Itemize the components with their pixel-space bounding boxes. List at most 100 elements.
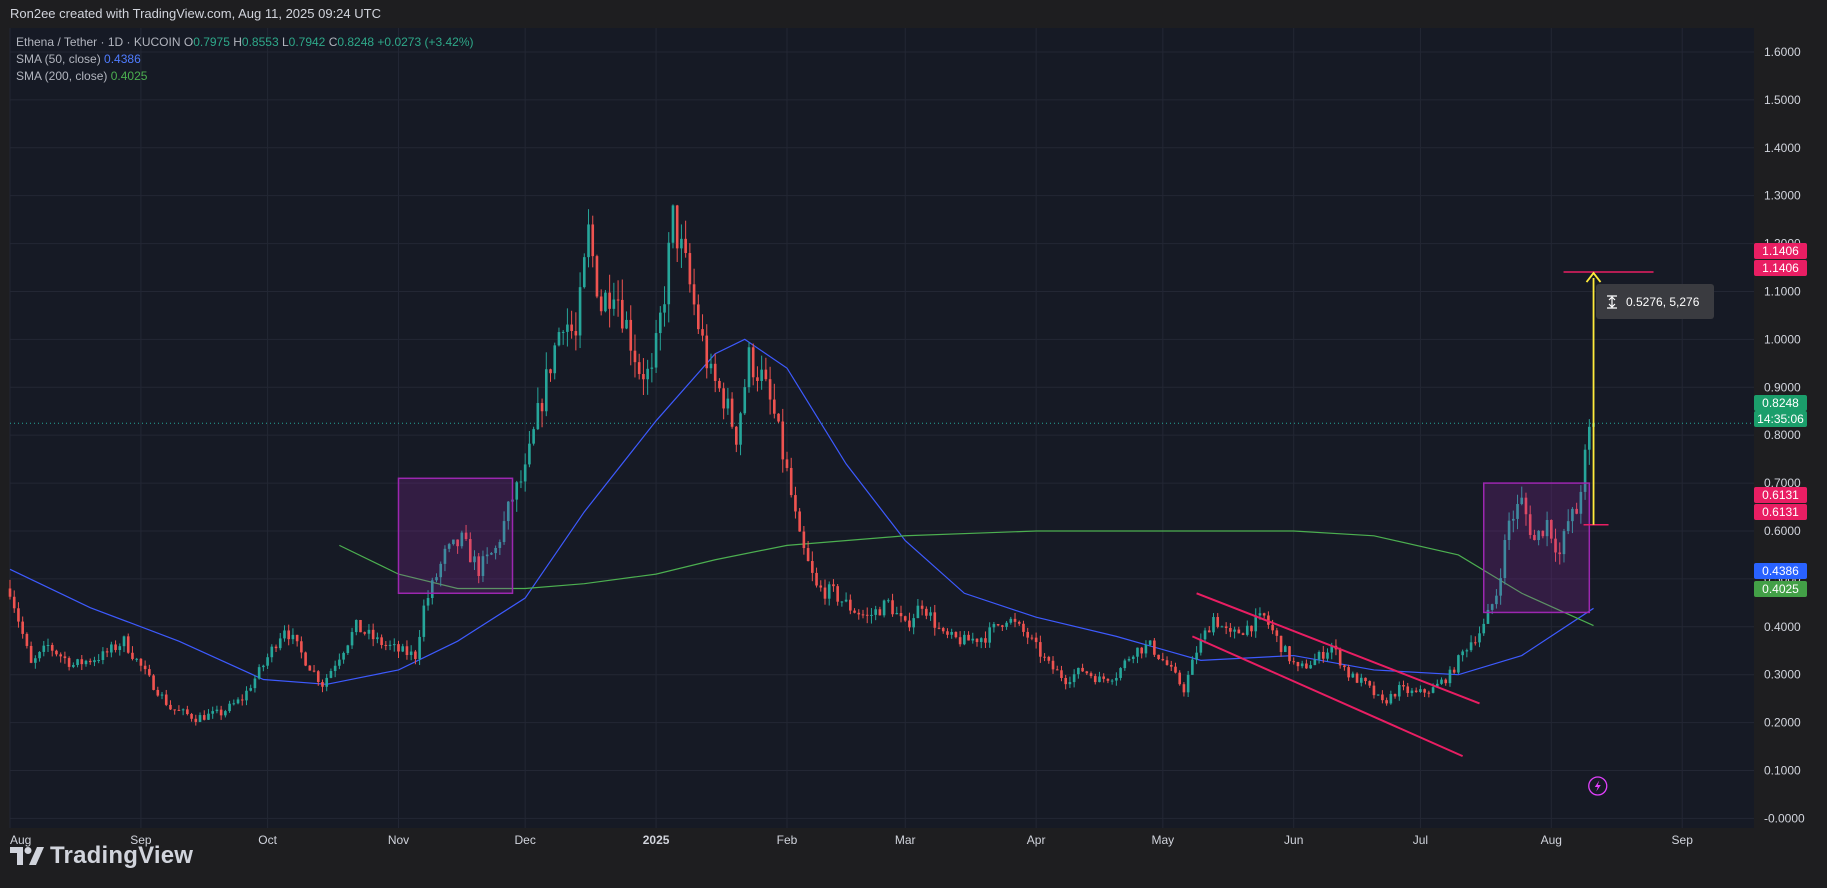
candle-body	[278, 638, 282, 649]
candle-body	[1106, 678, 1110, 681]
candle-body	[937, 627, 941, 629]
candle-body	[1558, 552, 1562, 555]
candle-body	[536, 403, 540, 430]
candle-body	[735, 426, 738, 445]
candle-body	[359, 619, 362, 633]
candle-body	[12, 596, 16, 609]
candle-body	[1039, 642, 1042, 657]
candle-body	[1026, 631, 1029, 638]
candle-body	[1174, 666, 1177, 673]
candle-body	[401, 646, 405, 652]
candle-body	[397, 644, 400, 652]
candle-body	[1402, 685, 1405, 687]
candle-body	[1423, 689, 1426, 693]
candle-body	[1583, 449, 1587, 492]
candle-body	[1224, 626, 1228, 628]
candle-body	[1452, 669, 1456, 673]
candle-body	[971, 638, 975, 641]
candle-body	[506, 501, 510, 522]
candle-body	[333, 665, 337, 672]
candle-body	[1229, 627, 1232, 632]
candle-body	[1060, 670, 1063, 678]
candle-body	[308, 665, 312, 671]
candle-body	[849, 599, 852, 611]
candle-body	[295, 634, 299, 642]
candle-body	[1537, 530, 1540, 541]
candle-body	[1499, 578, 1502, 596]
candle-body	[1068, 682, 1072, 685]
tradingview-logo[interactable]: TradingView	[10, 842, 193, 870]
legend-sma50-value: 0.4386	[104, 52, 141, 66]
candle-body	[1414, 690, 1418, 693]
candle-body	[253, 678, 257, 689]
candle-body	[781, 421, 785, 460]
last-price-tag: 0.8248	[1754, 395, 1807, 411]
candle-body	[1093, 676, 1097, 683]
legend-sma200-row[interactable]: SMA (200, close) 0.4025	[16, 68, 474, 85]
y-tick-label: 1.6000	[1764, 45, 1801, 59]
candle-body	[992, 624, 996, 628]
candle-body	[1579, 491, 1583, 514]
chart-plot-area[interactable]	[10, 28, 1754, 828]
candle-body	[1419, 689, 1422, 693]
candle-body	[705, 335, 709, 369]
candle-body	[329, 671, 333, 678]
y-tick-label: -0.0000	[1764, 811, 1805, 825]
chart-legend: Ethena / Tether · 1D · KUCOIN O0.7975 H0…	[16, 34, 474, 85]
candle-body	[1072, 674, 1076, 683]
legend-high-label: H	[233, 35, 242, 49]
candle-body	[557, 332, 561, 346]
candle-body	[283, 630, 286, 639]
candle-body	[240, 699, 244, 701]
legend-symbol[interactable]: Ethena / Tether · 1D · KUCOIN	[16, 35, 181, 49]
entry-price-tag-2: 0.6131	[1754, 504, 1807, 520]
candle-body	[452, 539, 455, 545]
y-tick-label: 0.9000	[1764, 380, 1801, 394]
candle-body	[785, 459, 789, 468]
candle-body	[566, 324, 569, 332]
candle-body	[481, 556, 485, 576]
candle-body	[722, 388, 725, 409]
candle-body	[1440, 679, 1443, 684]
legend-sma50-row[interactable]: SMA (50, close) 0.4386	[16, 51, 474, 68]
measure-text: 0.5276, 5,276	[1626, 294, 1700, 309]
x-tick-label: Sep	[1672, 833, 1694, 847]
candle-countdown: 14:35:06	[1754, 411, 1807, 427]
candle-body	[1144, 644, 1148, 654]
candle-body	[1233, 629, 1236, 632]
candle-body	[773, 399, 776, 414]
sma200-price-tag: 0.4025	[1754, 581, 1807, 597]
candle-body	[1085, 671, 1089, 674]
candle-body	[1541, 530, 1545, 537]
candle-body	[1161, 659, 1165, 661]
candle-body	[587, 224, 590, 258]
candle-body	[1182, 684, 1186, 693]
candle-body	[925, 608, 928, 616]
candle-body	[232, 703, 236, 705]
candle-body	[1279, 635, 1283, 652]
candle-body	[1309, 665, 1312, 669]
candle-body	[139, 658, 143, 666]
candle-body	[1372, 685, 1376, 696]
sma200-line	[339, 530, 1594, 627]
candle-body	[570, 324, 573, 332]
candle-body	[312, 670, 316, 672]
candle-body	[878, 609, 882, 616]
candle-body	[671, 205, 675, 243]
candle-body	[1300, 663, 1304, 667]
candle-body	[616, 299, 620, 301]
candle-body	[747, 347, 751, 388]
candle-body	[126, 636, 130, 653]
candle-body	[743, 387, 747, 414]
candle-body	[553, 345, 557, 374]
candle-body	[739, 413, 742, 445]
candle-body	[815, 572, 818, 586]
candle-body	[1545, 520, 1549, 537]
candle-body	[1102, 676, 1106, 679]
candle-body	[1554, 538, 1557, 553]
x-tick-label: Aug	[10, 833, 31, 847]
candle-body	[114, 644, 117, 650]
x-tick-label: Apr	[1027, 833, 1046, 847]
candle-body	[920, 605, 924, 609]
